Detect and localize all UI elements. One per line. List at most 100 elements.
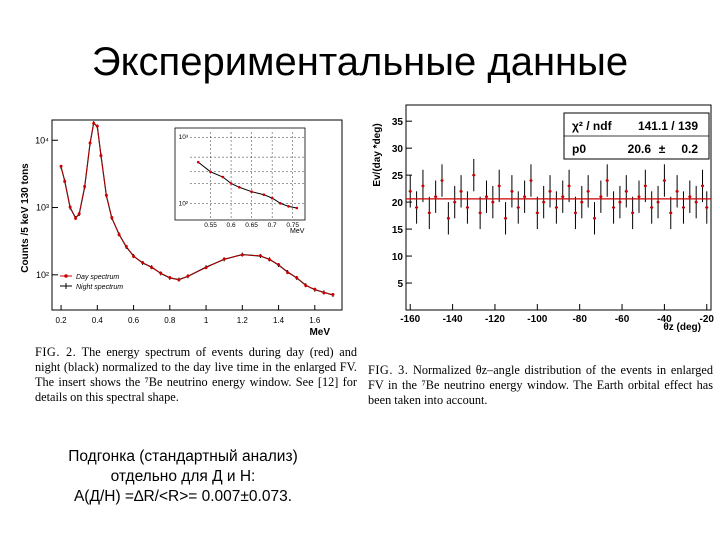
- inset-point: [262, 193, 266, 197]
- chi2-value: 141.1 / 139: [638, 119, 698, 133]
- inset-point: [196, 160, 200, 164]
- y-tick-label: 25: [392, 171, 404, 182]
- data-point: [427, 211, 431, 215]
- summary-line-3: A(Д/Н) =∆R/<R>= 0.007±0.073.: [73, 488, 293, 505]
- inset-x-tick-label: 0.65: [245, 222, 258, 229]
- chi2-label: χ² / ndf: [572, 119, 613, 133]
- data-point: [478, 211, 482, 215]
- data-point: [656, 200, 660, 204]
- legend: Day spectrum Night spectrum: [60, 274, 123, 291]
- inset-y-tick-label: 10²: [179, 200, 189, 207]
- data-point: [408, 189, 412, 193]
- x-tick-label: 1.4: [273, 316, 285, 325]
- inset-x-tick-label: 0.7: [268, 222, 277, 229]
- data-point: [446, 216, 450, 220]
- data-point: [523, 195, 527, 199]
- x-tick-label: 0.8: [164, 316, 176, 325]
- data-point: [631, 211, 635, 215]
- data-point: [542, 200, 546, 204]
- data-point: [415, 206, 418, 209]
- day-point: [95, 124, 99, 128]
- day-point: [204, 266, 208, 270]
- data-point: [574, 211, 577, 215]
- summary-line-1: Подгонка (стандартный анализ): [68, 448, 298, 465]
- inset-y-tick-label: 10³: [179, 134, 189, 141]
- data-point: [675, 189, 679, 193]
- day-point: [74, 216, 78, 220]
- caption-text: The energy spectrum of events during day…: [35, 345, 358, 404]
- y-tick-label: 10⁴: [35, 135, 49, 145]
- day-point: [63, 179, 67, 183]
- caption-label: FIG. 2.: [35, 345, 77, 359]
- figure-2-caption: FIG. 2. The energy spectrum of events du…: [35, 345, 357, 405]
- energy-spectrum-figure: 10² 10³ 10⁴ 0.2 0.4 0.6 0.8 1 1.2 1.4 1.6 Counts …: [20, 108, 365, 340]
- inset-point: [287, 205, 290, 208]
- data-point: [567, 184, 571, 188]
- day-point: [124, 244, 128, 248]
- data-point: [618, 200, 622, 204]
- data-point: [554, 206, 558, 209]
- y-tick-label: 15: [392, 225, 404, 236]
- x-axis-label: MeV: [309, 327, 330, 338]
- day-point: [150, 266, 154, 270]
- x-tick-label: 0.6: [128, 316, 140, 325]
- day-point: [240, 253, 244, 257]
- x-axis-label: θz (deg): [663, 322, 701, 333]
- x-tick-label: -160: [400, 314, 420, 325]
- data-point: [701, 184, 704, 188]
- y-tick-label: 30: [392, 144, 404, 155]
- day-point: [258, 254, 262, 258]
- data-point: [605, 179, 609, 182]
- data-point: [705, 206, 709, 209]
- x-tick-label: -120: [485, 314, 505, 325]
- day-point: [92, 121, 96, 125]
- day-point: [322, 291, 326, 295]
- y-tick-label: 10: [392, 252, 404, 263]
- data-point: [586, 189, 590, 193]
- data-point: [535, 211, 539, 215]
- day-point: [59, 164, 63, 168]
- plot-frame: [51, 119, 343, 311]
- data-point: [682, 206, 685, 209]
- x-tick-label: -80: [572, 314, 587, 325]
- data-point: [650, 206, 654, 209]
- inset-point: [237, 185, 241, 189]
- day-point: [222, 257, 226, 261]
- day-point: [295, 276, 299, 280]
- x-tick-label: -20: [700, 314, 715, 325]
- inset-x-tick-label: 0.75: [286, 222, 299, 229]
- day-point: [141, 261, 145, 265]
- data-point: [669, 211, 673, 215]
- data-point: [561, 195, 565, 199]
- p0-label: p0: [572, 142, 586, 156]
- x-tick-label: 1.2: [237, 316, 249, 325]
- inset-point: [270, 196, 274, 200]
- data-point: [599, 195, 603, 199]
- day-point: [177, 278, 181, 282]
- day-point: [286, 271, 290, 275]
- data-point: [466, 206, 469, 209]
- data-point: [580, 200, 584, 204]
- day-point: [159, 271, 163, 275]
- data-point: [548, 189, 552, 193]
- slide-title: Экспериментальные данные: [91, 40, 629, 84]
- day-point: [168, 276, 172, 280]
- caption-text: Normalized θz–angle distribution of the …: [368, 363, 713, 407]
- x-tick-label: -60: [615, 314, 630, 325]
- inset-frame: [174, 127, 306, 221]
- p0-error: 0.2: [681, 142, 698, 156]
- day-point: [268, 258, 271, 262]
- figure-3-caption: FIG. 3. Normalized θz–angle distribution…: [368, 363, 713, 408]
- energy-spectrum-chart: 10² 10³ 10⁴ 0.2 0.4 0.6 0.8 1 1.2 1.4 1.6 Counts …: [20, 119, 343, 338]
- day-point: [68, 205, 72, 209]
- y-axis-label: Ev/(day *deg): [372, 123, 383, 186]
- day-point: [83, 185, 87, 189]
- inset-point: [209, 170, 212, 174]
- data-point: [421, 184, 425, 188]
- data-point: [497, 184, 501, 188]
- data-point: [663, 179, 666, 182]
- angle-distribution-chart: 5 10 15 20 25 30 35 -160 -140 -120 -100 -80 -60 -40 -…: [372, 104, 715, 333]
- data-point: [472, 173, 476, 177]
- data-point: [624, 189, 628, 193]
- data-point: [491, 200, 495, 204]
